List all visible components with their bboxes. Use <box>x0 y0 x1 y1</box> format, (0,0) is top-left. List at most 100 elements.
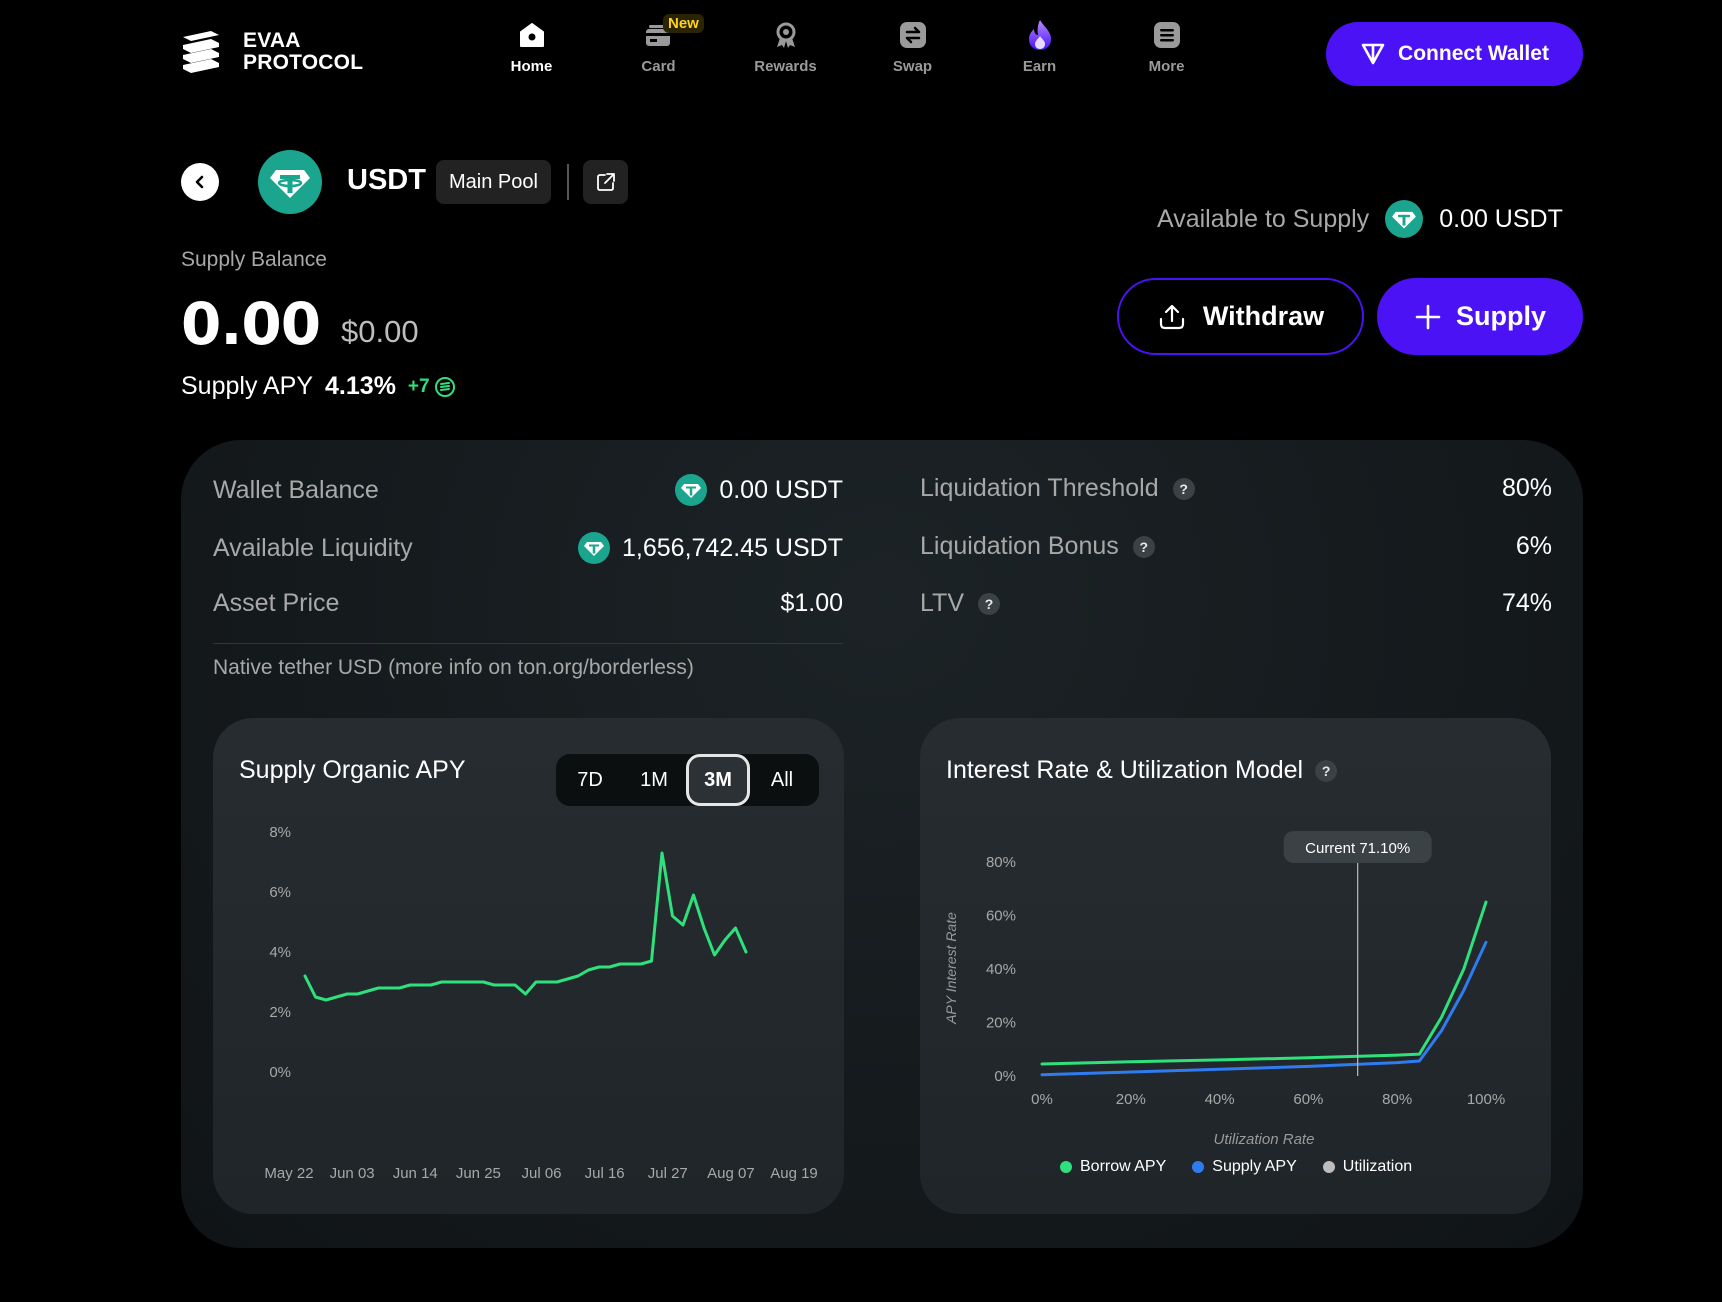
x-tick-label: 40% <box>1205 1091 1235 1108</box>
usdt-icon <box>675 474 708 506</box>
available-liquidity-value-group: 1,656,742.45 USDT <box>578 532 843 564</box>
timeframe-3m[interactable]: 3M <box>686 754 750 806</box>
flame-icon <box>1026 20 1054 50</box>
timeframe-1m[interactable]: 1M <box>640 768 668 791</box>
supply-balance-label: Supply Balance <box>181 248 327 271</box>
current-utilization-badge <box>1283 831 1432 863</box>
menu-icon <box>1153 20 1181 50</box>
ton-icon <box>1361 43 1385 65</box>
nav-item-more[interactable]: More <box>1103 20 1230 75</box>
y-tick-label: 0% <box>269 1064 291 1081</box>
legend-dot <box>1060 1161 1072 1173</box>
ltv-row: LTV ? 74% <box>920 589 1552 618</box>
nav-item-earn[interactable]: Earn <box>976 20 1103 75</box>
y-tick-label: 4% <box>269 944 291 961</box>
legend-utilization[interactable]: Utilization <box>1322 1158 1413 1176</box>
x-tick-label: Jun 25 <box>456 1165 501 1182</box>
asset-price-row: Asset Price $1.00 <box>213 589 843 618</box>
liquidation-threshold-row: Liquidation Threshold ? 80% <box>920 474 1552 503</box>
x-tick-label: Aug 19 <box>770 1165 818 1182</box>
y-tick-label: 60% <box>986 908 1016 925</box>
external-link-button[interactable] <box>583 160 628 204</box>
nav-item-home[interactable]: Home <box>468 20 595 75</box>
x-tick-label: Jul 06 <box>521 1165 561 1182</box>
nav-label-earn: Earn <box>1022 58 1057 75</box>
x-tick-label: 100% <box>1467 1091 1505 1108</box>
supply-button[interactable]: Supply <box>1377 278 1583 355</box>
wallet-balance-label: Wallet Balance <box>213 475 379 504</box>
liquidation-bonus-row: Liquidation Bonus ? 6% <box>920 532 1552 561</box>
available-to-supply: Available to Supply 0.00 USDT <box>1157 200 1563 238</box>
logo-text: EVAA PROTOCOL <box>243 30 363 74</box>
interest-rate-chart-card: Interest Rate & Utilization Model ? 80% 6… <box>920 718 1551 1214</box>
ltv-value: 74% <box>1501 589 1552 617</box>
legend-supply-apy[interactable]: Supply APY <box>1192 1158 1297 1176</box>
liquidation-threshold-value: 80% <box>1501 474 1552 502</box>
nav-label-card: Card <box>641 58 676 75</box>
logo[interactable]: EVAA PROTOCOL <box>181 30 363 74</box>
supply-apy-value: 4.13% <box>325 372 396 400</box>
apy-series-line <box>303 851 748 1002</box>
help-icon[interactable]: ? <box>1315 759 1338 782</box>
ltv-label-group: LTV ? <box>920 589 1000 618</box>
pool-badge[interactable]: Main Pool <box>436 160 551 204</box>
back-button[interactable] <box>181 163 219 201</box>
legend-label: Supply APY <box>1212 1158 1297 1175</box>
liquidation-bonus-value: 6% <box>1515 532 1552 560</box>
asset-price-label: Asset Price <box>213 589 340 617</box>
legend-label: Borrow APY <box>1080 1158 1167 1175</box>
logo-line2: PROTOCOL <box>243 51 364 74</box>
legend-dot <box>1192 1161 1205 1173</box>
ltv-label: LTV <box>920 589 964 617</box>
legend-borrow-apy[interactable]: Borrow APY <box>1060 1158 1166 1176</box>
new-badge: New <box>663 14 704 33</box>
external-link-icon <box>596 173 615 191</box>
logo-line1: EVAA <box>243 29 301 52</box>
help-icon[interactable]: ? <box>978 592 1000 615</box>
supply-apy-label: Supply APY <box>181 372 314 400</box>
y-tick-label: 8% <box>269 824 291 841</box>
divider <box>567 164 569 200</box>
x-tick-label: Jul 16 <box>585 1165 625 1182</box>
connect-wallet-button[interactable]: Connect Wallet <box>1326 22 1583 86</box>
timeframe-7d[interactable]: 7D <box>577 768 603 791</box>
supply-balance-usd: $0.00 <box>341 314 419 349</box>
x-tick-label: 20% <box>1116 1091 1146 1108</box>
current-utilization-label: Current 71.10% <box>1305 840 1410 857</box>
y-tick-label: 80% <box>986 854 1016 871</box>
top-navigation-bar: EVAA PROTOCOL Home New Card Rewards <box>0 0 1722 110</box>
chevron-left-icon <box>195 175 204 189</box>
divider <box>213 643 843 644</box>
help-icon[interactable]: ? <box>1132 535 1155 558</box>
withdraw-button[interactable]: Withdraw <box>1117 278 1364 355</box>
wallet-balance-value-group: 0.00 USDT <box>675 474 843 506</box>
reward-badge[interactable]: +7 <box>408 376 456 398</box>
connect-wallet-label: Connect Wallet <box>1398 42 1549 65</box>
reward-value: +7 <box>407 375 430 397</box>
liquidation-threshold-label-group: Liquidation Threshold ? <box>920 474 1195 503</box>
x-axis-label: Utilization Rate <box>1214 1131 1315 1148</box>
x-tick-label: Jun 14 <box>393 1165 438 1182</box>
x-tick-label: Jul 27 <box>648 1165 688 1182</box>
upload-icon <box>1159 304 1184 329</box>
nav-label-rewards: Rewards <box>754 58 817 75</box>
timeframe-all[interactable]: All <box>770 768 794 791</box>
nav-item-swap[interactable]: Swap <box>849 20 976 75</box>
liquidation-bonus-label-group: Liquidation Bonus ? <box>920 532 1155 561</box>
usdt-icon <box>1385 200 1424 238</box>
supply-label: Supply <box>1455 301 1546 331</box>
x-tick-label: 60% <box>1293 1091 1323 1108</box>
chart-title: Interest Rate & Utilization Model <box>946 756 1304 784</box>
x-tick-label: Jun 03 <box>330 1165 375 1182</box>
plus-icon <box>1415 304 1441 329</box>
x-tick-label: May 22 <box>264 1165 313 1182</box>
withdraw-label: Withdraw <box>1202 301 1325 331</box>
evaa-points-icon <box>434 376 455 397</box>
y-tick-label: 20% <box>986 1015 1016 1032</box>
supply-apy-row: Supply APY 4.13% +7 <box>181 372 456 401</box>
legend-dot <box>1322 1161 1335 1173</box>
legend-label: Utilization <box>1342 1158 1413 1175</box>
nav-item-card[interactable]: New Card <box>595 14 722 75</box>
nav-item-rewards[interactable]: Rewards <box>722 20 849 75</box>
help-icon[interactable]: ? <box>1172 477 1195 500</box>
